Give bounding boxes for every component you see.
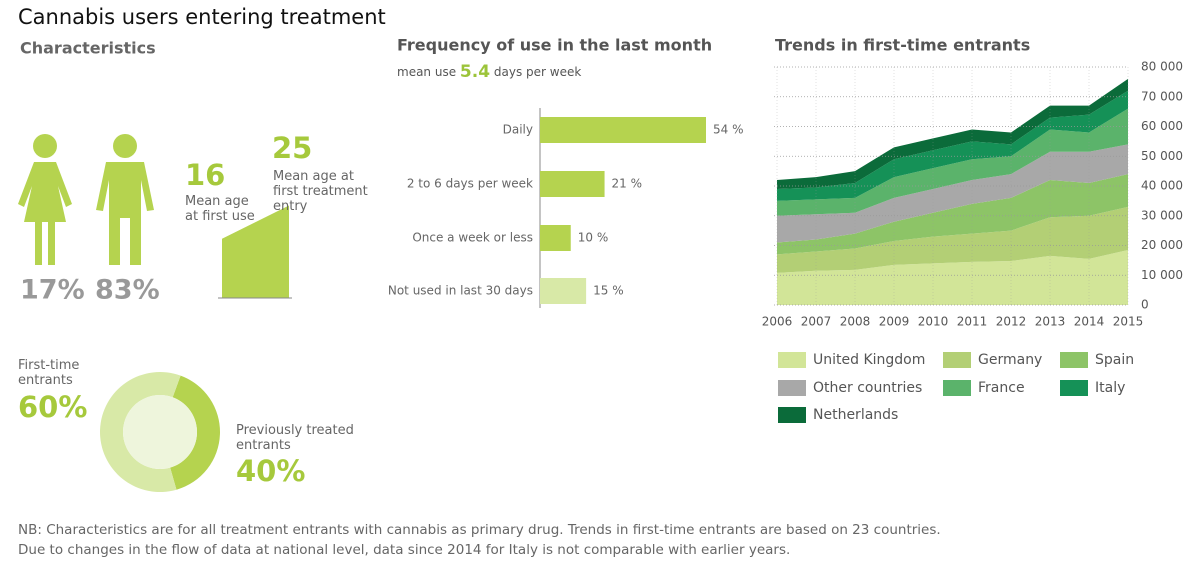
age-value: 25 xyxy=(272,131,312,165)
x-tick-label: 2015 xyxy=(1113,315,1144,329)
value-label: 15 % xyxy=(593,284,624,298)
legend-label: Spain xyxy=(1095,352,1134,368)
section-title: Characteristics xyxy=(20,39,156,58)
y-tick-label: 60 000 xyxy=(1141,119,1183,133)
chart-subtitle: mean use 5.4 days per week xyxy=(397,62,581,82)
share-label: 83% xyxy=(95,275,160,306)
legend-swatch xyxy=(778,407,806,423)
donut-hole xyxy=(123,395,197,469)
x-tick-label: 2006 xyxy=(762,315,793,329)
bar xyxy=(540,225,571,251)
x-tick-label: 2007 xyxy=(801,315,832,329)
legend-label: Netherlands xyxy=(813,407,898,423)
area-series xyxy=(777,78,1128,189)
donut-value: 40% xyxy=(236,454,305,488)
note: NB: Characteristics are for all treatmen… xyxy=(18,522,941,538)
area-series xyxy=(777,174,1128,255)
chart-title: Frequency of use in the last month xyxy=(397,36,712,55)
female-icon xyxy=(18,162,72,265)
category-label: Daily xyxy=(503,123,533,137)
legend-swatch xyxy=(778,380,806,396)
donut-segment xyxy=(170,375,220,490)
donut-value: 60% xyxy=(18,390,87,424)
legend-swatch xyxy=(1060,352,1088,368)
x-tick-label: 2011 xyxy=(957,315,988,329)
age-label: Mean age at first treatment entry xyxy=(273,169,368,214)
legend-label: Other countries xyxy=(813,380,922,396)
value-label: 21 % xyxy=(612,177,643,191)
y-tick-label: 20 000 xyxy=(1141,238,1183,252)
y-tick-label: 0 xyxy=(1141,298,1149,312)
y-tick-label: 50 000 xyxy=(1141,149,1183,163)
category-label: 2 to 6 days per week xyxy=(407,177,533,191)
x-tick-label: 2009 xyxy=(879,315,910,329)
legend-swatch xyxy=(1060,380,1088,396)
y-tick-label: 80 000 xyxy=(1141,60,1183,74)
share-label: 17% xyxy=(20,275,85,306)
legend-swatch xyxy=(943,352,971,368)
legend-label: Germany xyxy=(978,352,1042,368)
age-label: Mean age at first use xyxy=(185,194,255,224)
legend-label: Italy xyxy=(1095,380,1125,396)
category-label: Once a week or less xyxy=(412,231,533,245)
x-tick-label: 2013 xyxy=(1035,315,1066,329)
bar xyxy=(540,171,605,197)
age-value: 16 xyxy=(185,158,225,192)
bar xyxy=(540,117,706,143)
y-tick-label: 40 000 xyxy=(1141,179,1183,193)
male-icon xyxy=(96,162,154,265)
value-label: 54 % xyxy=(713,123,744,137)
donut-segment xyxy=(100,372,181,493)
legend-swatch xyxy=(943,380,971,396)
chart-title: Trends in first-time entrants xyxy=(775,36,1030,55)
y-tick-label: 70 000 xyxy=(1141,89,1183,103)
value-label: 10 % xyxy=(578,231,609,245)
subtitle-text: days per week xyxy=(494,65,581,79)
mean-use: 5.4 xyxy=(460,62,490,82)
x-tick-label: 2014 xyxy=(1074,315,1105,329)
donut-label: Previously treated entrants xyxy=(236,423,354,453)
x-tick-label: 2010 xyxy=(918,315,949,329)
subtitle-text: mean use xyxy=(397,65,456,79)
age-shape xyxy=(222,205,289,298)
legend-swatch xyxy=(778,352,806,368)
y-tick-label: 30 000 xyxy=(1141,208,1183,222)
bar xyxy=(540,278,587,304)
legend-label: France xyxy=(978,380,1025,396)
donut-label: First-time entrants xyxy=(18,358,80,388)
male-icon xyxy=(113,134,137,158)
female-icon xyxy=(33,134,57,158)
category-label: Not used in last 30 days xyxy=(388,284,533,298)
legend-label: United Kingdom xyxy=(813,352,925,368)
page-title: Cannabis users entering treatment xyxy=(18,5,386,29)
area-series xyxy=(777,249,1128,305)
area-series xyxy=(777,90,1128,201)
area-series xyxy=(777,144,1128,243)
y-tick-label: 10 000 xyxy=(1141,268,1183,282)
note: Due to changes in the flow of data at na… xyxy=(18,542,790,558)
x-tick-label: 2012 xyxy=(996,315,1027,329)
area-series xyxy=(777,206,1128,273)
x-tick-label: 2008 xyxy=(840,315,871,329)
area-series xyxy=(777,108,1128,216)
